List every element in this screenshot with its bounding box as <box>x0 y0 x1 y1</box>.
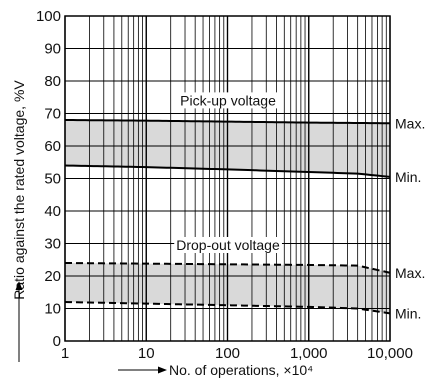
y-axis-title-group: Ratio against the rated voltage, %V <box>11 80 27 362</box>
x-tick-label: 100 <box>215 345 240 362</box>
y-tick-label: 10 <box>44 301 61 318</box>
x-axis-title: No. of operations, ×10⁴ <box>169 362 313 378</box>
x-tick-label: 1 <box>61 345 69 362</box>
y-tick-label: 30 <box>44 236 61 253</box>
y-tick-label: 70 <box>44 106 61 123</box>
x-tick-label: 10,000 <box>367 345 413 362</box>
band-label-background <box>178 92 279 109</box>
end-label-max: Max. <box>395 115 425 131</box>
y-tick-label: 80 <box>44 73 61 90</box>
y-tick-label: 20 <box>44 268 61 285</box>
band-label-pickup: Pick-up voltage <box>180 92 276 108</box>
end-label-max: Max. <box>395 265 425 281</box>
series-line-dropout-max <box>64 262 391 274</box>
y-tick-label: 100 <box>36 8 61 25</box>
labels-layer: Pick-up voltage Drop-out voltage Max. Min. M… <box>174 92 425 321</box>
plot-frame <box>64 15 391 342</box>
y-tick-label: 90 <box>44 41 61 58</box>
band-label-dropout: Drop-out voltage <box>176 237 280 253</box>
series-line-pickup-max <box>64 119 391 125</box>
x-tick-label: 1,000 <box>290 345 328 362</box>
y-tick-label: 0 <box>53 333 61 350</box>
y-axis-title: Ratio against the rated voltage, %V <box>11 80 27 300</box>
end-label-min: Min. <box>395 305 421 321</box>
band-label-background <box>174 237 282 253</box>
x-axis-title-group: No. of operations, ×10⁴ <box>118 362 313 378</box>
series-line-pickup-min <box>64 164 391 178</box>
end-label-min: Min. <box>395 169 421 185</box>
x-axis-arrow-head <box>158 366 167 374</box>
y-tick-label: 50 <box>44 171 61 188</box>
y-axis-arrow-head <box>15 281 23 290</box>
y-tick-label: 60 <box>44 138 61 155</box>
series-line-dropout-min <box>64 301 391 315</box>
lines-layer <box>64 119 391 315</box>
y-tick-label: 40 <box>44 203 61 220</box>
x-tick-label: 10 <box>138 345 155 362</box>
